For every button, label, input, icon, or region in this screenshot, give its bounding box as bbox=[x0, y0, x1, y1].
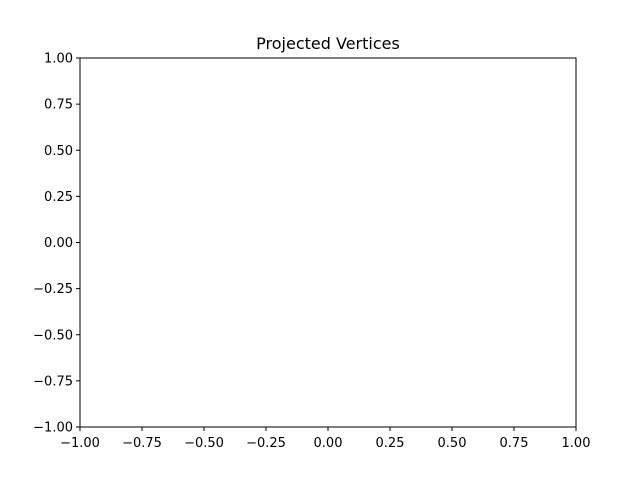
chart-title: Projected Vertices bbox=[256, 34, 400, 53]
y-tick-label: −0.25 bbox=[33, 282, 73, 297]
y-tick-label: 0.25 bbox=[44, 190, 73, 205]
x-tick-label: 0.75 bbox=[500, 436, 529, 451]
y-tick-label: 0.00 bbox=[44, 236, 73, 251]
y-tick-label: 0.50 bbox=[44, 144, 73, 159]
x-tick-label: −0.25 bbox=[246, 436, 286, 451]
x-tick-label: −1.00 bbox=[60, 436, 100, 451]
plot-area bbox=[79, 57, 577, 428]
x-tick-label: 1.00 bbox=[562, 436, 591, 451]
x-tick-label: 0.00 bbox=[314, 436, 343, 451]
x-tick-label: −0.50 bbox=[184, 436, 224, 451]
x-axis: −1.00 −0.75 −0.50 −0.25 0.00 0.25 0.50 0.75 1.00 bbox=[60, 427, 590, 451]
y-tick-label: −1.00 bbox=[33, 421, 73, 436]
x-tick-label: 0.25 bbox=[376, 436, 405, 451]
y-tick-label: −0.50 bbox=[33, 328, 73, 343]
y-axis: 1.00 0.75 0.50 0.25 0.00 −0.25 −0.50 −0.75 −1.00 bbox=[33, 52, 80, 436]
y-tick-label: −0.75 bbox=[33, 374, 73, 389]
x-tick-label: 0.50 bbox=[438, 436, 467, 451]
x-tick-label: −0.75 bbox=[122, 436, 162, 451]
y-tick-label: 0.75 bbox=[44, 98, 73, 113]
y-tick-label: 1.00 bbox=[44, 52, 73, 67]
